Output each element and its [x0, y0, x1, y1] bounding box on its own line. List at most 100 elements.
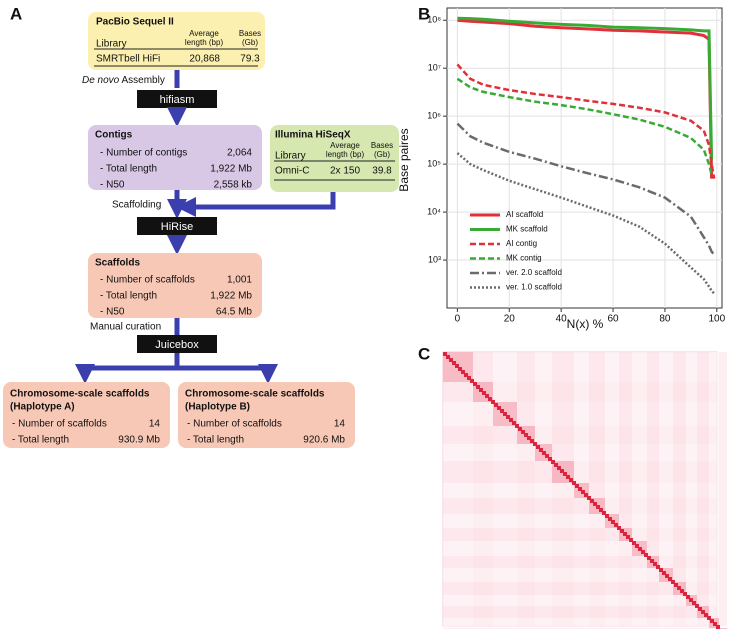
heatmap-diagonal [485, 394, 489, 398]
x-tick-label: 0 [455, 314, 461, 325]
y-tick-label: 10⁴ [427, 206, 441, 216]
series-line [456, 77, 713, 176]
heatmap-diagonal [641, 550, 645, 554]
heatmap-diagonal [548, 457, 552, 461]
sequel-box [88, 12, 265, 70]
heatmap-diagonal [452, 361, 456, 365]
heatmap-diagonal [488, 397, 492, 401]
row-label: - Total length [12, 435, 69, 446]
heatmap-diagonal [497, 406, 501, 410]
heatmap-diagonal [665, 574, 669, 578]
row-value: 1,001 [227, 275, 252, 286]
heatmap-diagonal [659, 568, 663, 572]
heatmap-diagonal [620, 529, 624, 533]
heatmap-diagonal [677, 586, 681, 590]
row-value: 14 [149, 419, 161, 430]
heatmap-diagonal [584, 493, 588, 497]
heatmap-stripe [443, 582, 717, 595]
tool-box [137, 335, 217, 353]
cell: 2x 150 [330, 166, 360, 177]
tool-label: Juicebox [155, 339, 199, 351]
cell: Omni-C [275, 166, 309, 177]
row-label: - Number of contigs [100, 148, 187, 159]
heatmap-diagonal [704, 613, 708, 617]
heatmap-diagonal [518, 427, 522, 431]
row-label: - Number of scaffolds [187, 419, 282, 430]
heatmap-diagonal [587, 496, 591, 500]
x-tick-label: 80 [659, 314, 671, 325]
heatmap-diagonal [512, 421, 516, 425]
box-title: (Haplotype A) [10, 402, 75, 413]
x-tick-label: 100 [708, 314, 725, 325]
x-tick-label: 20 [504, 314, 516, 325]
series-line [456, 152, 716, 295]
heatmap-diagonal [707, 616, 711, 620]
heatmap-diagonal [566, 475, 570, 479]
legend-label: AI scaffold [506, 210, 543, 219]
box-title: Illumina HiSeqX [275, 130, 351, 141]
series-line [457, 18, 714, 179]
heatmap-stripe [443, 606, 717, 618]
heatmap-diagonal [683, 592, 687, 596]
step-label: De novo Assembly [82, 75, 165, 86]
row-value: 2,558 kb [214, 180, 253, 191]
scaffolds-box [88, 253, 262, 318]
tool-label: HiRise [161, 221, 193, 233]
heatmap-diagonal [689, 598, 693, 602]
col-header: Bases [371, 141, 393, 150]
tool-box [137, 90, 217, 108]
col-header: Library [275, 151, 306, 162]
heatmap-diagonal [479, 388, 483, 392]
heatmap-diagonal [626, 535, 630, 539]
row-value: 920.6 Mb [303, 435, 345, 446]
heatmap-diagonal [476, 385, 480, 389]
heatmap-diagonal [533, 442, 537, 446]
hap-b-box [178, 382, 355, 448]
heatmap-diagonal [560, 469, 564, 473]
heatmap-diagonal [674, 583, 678, 587]
heatmap-stripe [443, 618, 717, 628]
cell: SMRTbell HiFi [96, 54, 160, 65]
heatmap-diagonal [680, 589, 684, 593]
row-value: 930.9 Mb [118, 435, 160, 446]
heatmap-diagonal [611, 520, 615, 524]
heatmap-diagonal [569, 478, 573, 482]
tool-box [137, 217, 217, 235]
col-header: Average [330, 141, 360, 150]
heatmap-diagonal [695, 604, 699, 608]
heatmap-diagonal [686, 595, 690, 599]
heatmap-diagonal [575, 484, 579, 488]
panel-label: C [418, 344, 430, 363]
panel-label: B [418, 4, 430, 23]
heatmap-diagonal [713, 622, 717, 626]
heatmap-diagonal [530, 439, 534, 443]
heatmap-diagonal [551, 460, 555, 464]
heatmap-diagonal [503, 412, 507, 416]
series-line [456, 122, 716, 256]
heatmap-diagonal [515, 424, 519, 428]
heatmap-diagonal [671, 580, 675, 584]
box-title: Chromosome-scale scaffolds [185, 389, 325, 400]
heatmap-diagonal [602, 511, 606, 515]
heatmap-stripe [686, 352, 697, 626]
heatmap-diagonal [716, 625, 720, 629]
heatmap-diagonal [458, 367, 462, 371]
heatmap-diagonal [467, 376, 471, 380]
heatmap-diagonal [644, 553, 648, 557]
heatmap-diagonal [557, 466, 561, 470]
heatmap-diagonal [443, 352, 447, 356]
heatmap-diagonal [464, 373, 468, 377]
heatmap-stripe [443, 595, 717, 606]
y-tick-label: 10⁸ [427, 15, 441, 25]
heatmap-diagonal [617, 526, 621, 530]
heatmap-diagonal [482, 391, 486, 395]
y-tick-label: 10³ [428, 254, 441, 264]
box-title: Contigs [95, 130, 133, 141]
y-tick-label: 10⁵ [427, 158, 441, 168]
legend-label: MK scaffold [506, 225, 548, 234]
heatmap-diagonal [629, 538, 633, 542]
step-text: Assembly [121, 75, 164, 86]
heatmap-diagonal [527, 436, 531, 440]
heatmap-diagonal [491, 400, 495, 404]
heatmap-diagonal [494, 403, 498, 407]
